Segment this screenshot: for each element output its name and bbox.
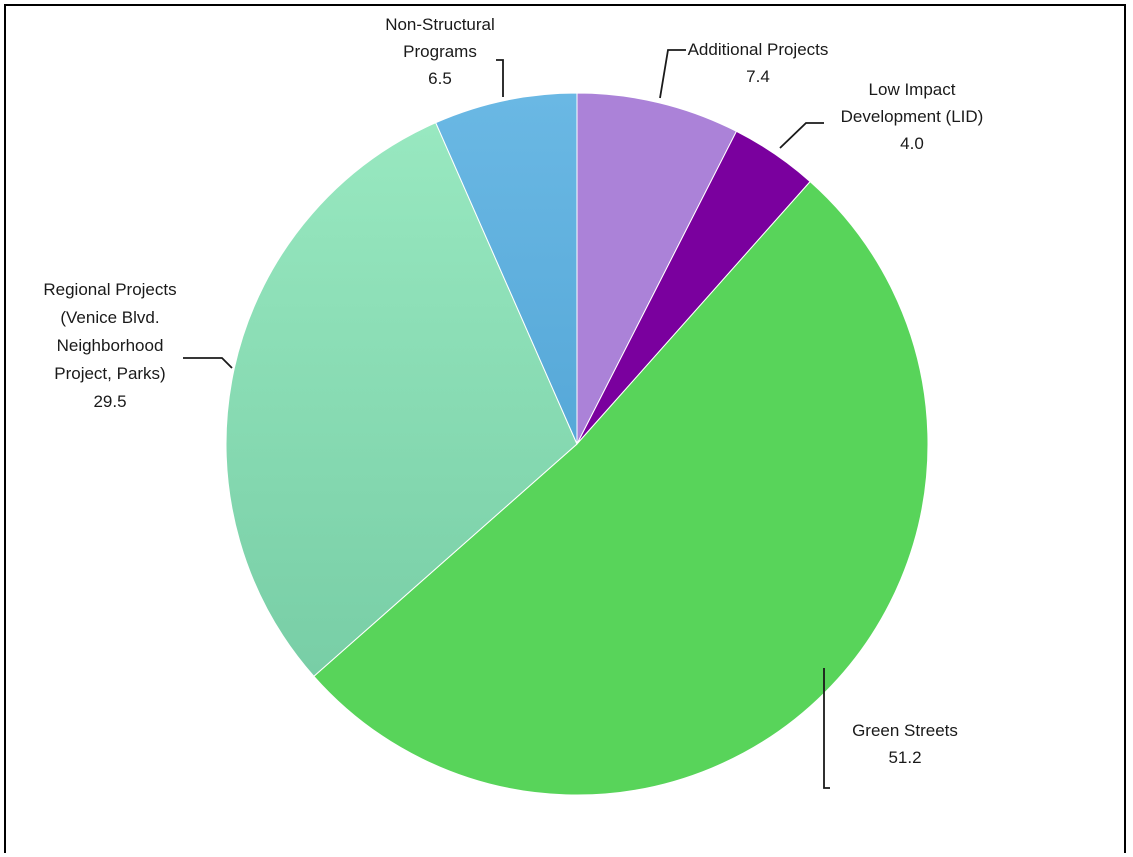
leader-line-green [823, 668, 830, 789]
data-label-line-regional-1: (Venice Blvd. [60, 308, 159, 327]
leader-lines [183, 49, 830, 789]
data-label-line-lid-0: Low Impact [869, 80, 956, 99]
data-label-green: Green Streets 51.2 [852, 721, 958, 767]
data-label-line-regional-2: Neighborhood [57, 336, 164, 355]
data-label-line-green-0: Green Streets [852, 721, 958, 740]
pie-slice-additional [576, 92, 738, 445]
data-label-additional: Additional Projects 7.4 [688, 40, 829, 86]
data-label-value-lid: 4.0 [900, 134, 924, 153]
leader-line-regional [183, 357, 233, 369]
data-label-value-nonstructural: 6.5 [428, 69, 452, 88]
data-label-line-nonstructural-1: Programs [403, 42, 477, 61]
data-label-line-regional-0: Regional Projects [43, 280, 176, 299]
data-label-value-additional: 7.4 [746, 67, 770, 86]
pie-slice-nonstructural [435, 92, 578, 445]
data-label-lid: Low Impact Development (LID) 4.0 [841, 80, 984, 153]
data-label-line-nonstructural-0: Non-Structural [385, 15, 495, 34]
leader-line-nonstructural [496, 59, 504, 97]
data-label-line-lid-1: Development (LID) [841, 107, 984, 126]
data-label-line-additional-0: Additional Projects [688, 40, 829, 59]
data-label-nonstructural: Non-Structural Programs 6.5 [385, 15, 495, 88]
chart-frame [4, 4, 1126, 853]
data-label-value-green: 51.2 [888, 748, 921, 767]
data-label-regional: Regional Projects (Venice Blvd. Neighborho… [43, 280, 176, 411]
data-label-value-regional: 29.5 [93, 392, 126, 411]
data-label-line-regional-3: Project, Parks) [54, 364, 165, 383]
pie-slices [225, 92, 929, 796]
leader-line-lid [779, 122, 824, 149]
pie-slice-regional [225, 122, 578, 678]
data-labels: Additional Projects 7.4 Low Impact Developm… [43, 15, 983, 767]
leader-line-additional [659, 49, 686, 99]
